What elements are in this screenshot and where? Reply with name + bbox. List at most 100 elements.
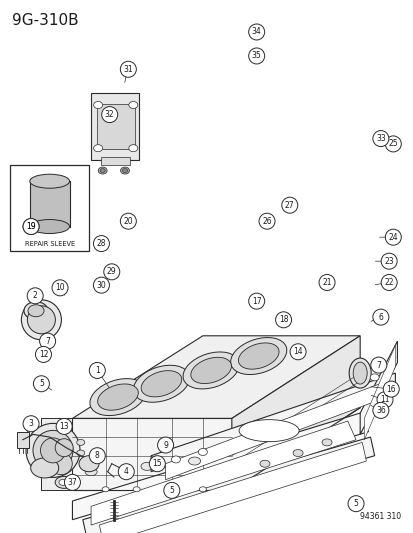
- Ellipse shape: [171, 456, 180, 463]
- Text: 3: 3: [28, 419, 33, 428]
- Ellipse shape: [27, 306, 55, 334]
- Ellipse shape: [348, 358, 370, 388]
- Ellipse shape: [198, 448, 207, 456]
- Text: 7: 7: [375, 361, 380, 369]
- Ellipse shape: [31, 458, 59, 478]
- Text: 24: 24: [387, 233, 397, 241]
- Text: 27: 27: [284, 201, 294, 209]
- Text: 7: 7: [45, 337, 50, 345]
- Text: 25: 25: [387, 140, 397, 148]
- Circle shape: [347, 496, 363, 512]
- Polygon shape: [151, 373, 394, 472]
- Text: 23: 23: [383, 257, 393, 265]
- Text: 13: 13: [59, 422, 69, 431]
- Text: 94361 310: 94361 310: [360, 512, 401, 521]
- Circle shape: [376, 392, 392, 408]
- Text: 28: 28: [97, 239, 106, 248]
- Circle shape: [56, 418, 72, 434]
- Polygon shape: [72, 413, 368, 520]
- Text: 1: 1: [95, 366, 100, 375]
- Ellipse shape: [90, 378, 146, 416]
- Ellipse shape: [141, 370, 181, 397]
- Ellipse shape: [238, 343, 278, 369]
- Circle shape: [149, 456, 165, 472]
- Circle shape: [372, 309, 388, 325]
- Ellipse shape: [352, 362, 366, 384]
- Polygon shape: [359, 341, 396, 434]
- Text: 5: 5: [169, 486, 174, 495]
- Text: 11: 11: [380, 395, 389, 404]
- Text: 14: 14: [292, 348, 302, 356]
- Circle shape: [93, 277, 109, 293]
- Text: 32: 32: [104, 110, 114, 119]
- Text: 34: 34: [251, 28, 261, 36]
- Ellipse shape: [239, 419, 298, 442]
- Circle shape: [385, 229, 400, 245]
- Ellipse shape: [33, 430, 73, 471]
- Text: 19: 19: [26, 222, 36, 231]
- Text: 31: 31: [123, 65, 133, 74]
- Text: 20: 20: [123, 217, 133, 225]
- Text: 5: 5: [353, 499, 358, 508]
- Circle shape: [281, 197, 297, 213]
- Circle shape: [120, 61, 136, 77]
- Text: 8: 8: [95, 451, 100, 460]
- Ellipse shape: [128, 144, 138, 152]
- Ellipse shape: [321, 439, 331, 446]
- Ellipse shape: [93, 101, 102, 109]
- Bar: [30, 181, 69, 227]
- Circle shape: [89, 448, 105, 464]
- Ellipse shape: [40, 438, 65, 463]
- Text: 10: 10: [55, 284, 65, 292]
- Ellipse shape: [21, 300, 61, 340]
- Ellipse shape: [55, 477, 73, 488]
- Ellipse shape: [133, 487, 140, 492]
- Circle shape: [372, 131, 388, 147]
- Ellipse shape: [122, 168, 127, 173]
- Text: 12: 12: [39, 350, 48, 359]
- Ellipse shape: [28, 305, 44, 317]
- Circle shape: [157, 437, 173, 453]
- Text: 36: 36: [375, 406, 385, 415]
- Ellipse shape: [85, 467, 97, 476]
- Circle shape: [275, 312, 291, 328]
- Text: 21: 21: [322, 278, 331, 287]
- Circle shape: [104, 264, 119, 280]
- Polygon shape: [72, 418, 231, 490]
- Circle shape: [382, 381, 398, 397]
- Ellipse shape: [30, 174, 69, 188]
- Circle shape: [23, 219, 39, 235]
- Text: 9G-310B: 9G-310B: [12, 13, 79, 28]
- Circle shape: [89, 362, 105, 378]
- Ellipse shape: [259, 460, 269, 467]
- Text: REPAIR SLEEVE: REPAIR SLEEVE: [24, 241, 75, 247]
- Text: 30: 30: [96, 281, 106, 289]
- Circle shape: [385, 136, 400, 152]
- Text: 4: 4: [123, 467, 128, 476]
- Polygon shape: [17, 432, 29, 448]
- Bar: [97, 104, 134, 149]
- Text: 22: 22: [384, 278, 393, 287]
- Ellipse shape: [26, 423, 80, 478]
- Circle shape: [120, 213, 136, 229]
- Circle shape: [64, 474, 80, 490]
- Ellipse shape: [168, 487, 175, 492]
- Polygon shape: [231, 336, 359, 490]
- Circle shape: [380, 253, 396, 269]
- Ellipse shape: [141, 462, 152, 471]
- Ellipse shape: [183, 352, 239, 389]
- Polygon shape: [83, 437, 374, 533]
- Ellipse shape: [59, 479, 67, 486]
- Circle shape: [23, 219, 39, 235]
- Circle shape: [27, 288, 43, 304]
- Circle shape: [380, 274, 396, 290]
- Text: 37: 37: [67, 478, 77, 487]
- Ellipse shape: [76, 439, 85, 446]
- Circle shape: [164, 482, 179, 498]
- Circle shape: [93, 236, 109, 252]
- Text: 26: 26: [261, 217, 271, 225]
- Polygon shape: [99, 442, 366, 533]
- Ellipse shape: [93, 144, 102, 152]
- Bar: [10, 165, 89, 251]
- Ellipse shape: [79, 456, 99, 472]
